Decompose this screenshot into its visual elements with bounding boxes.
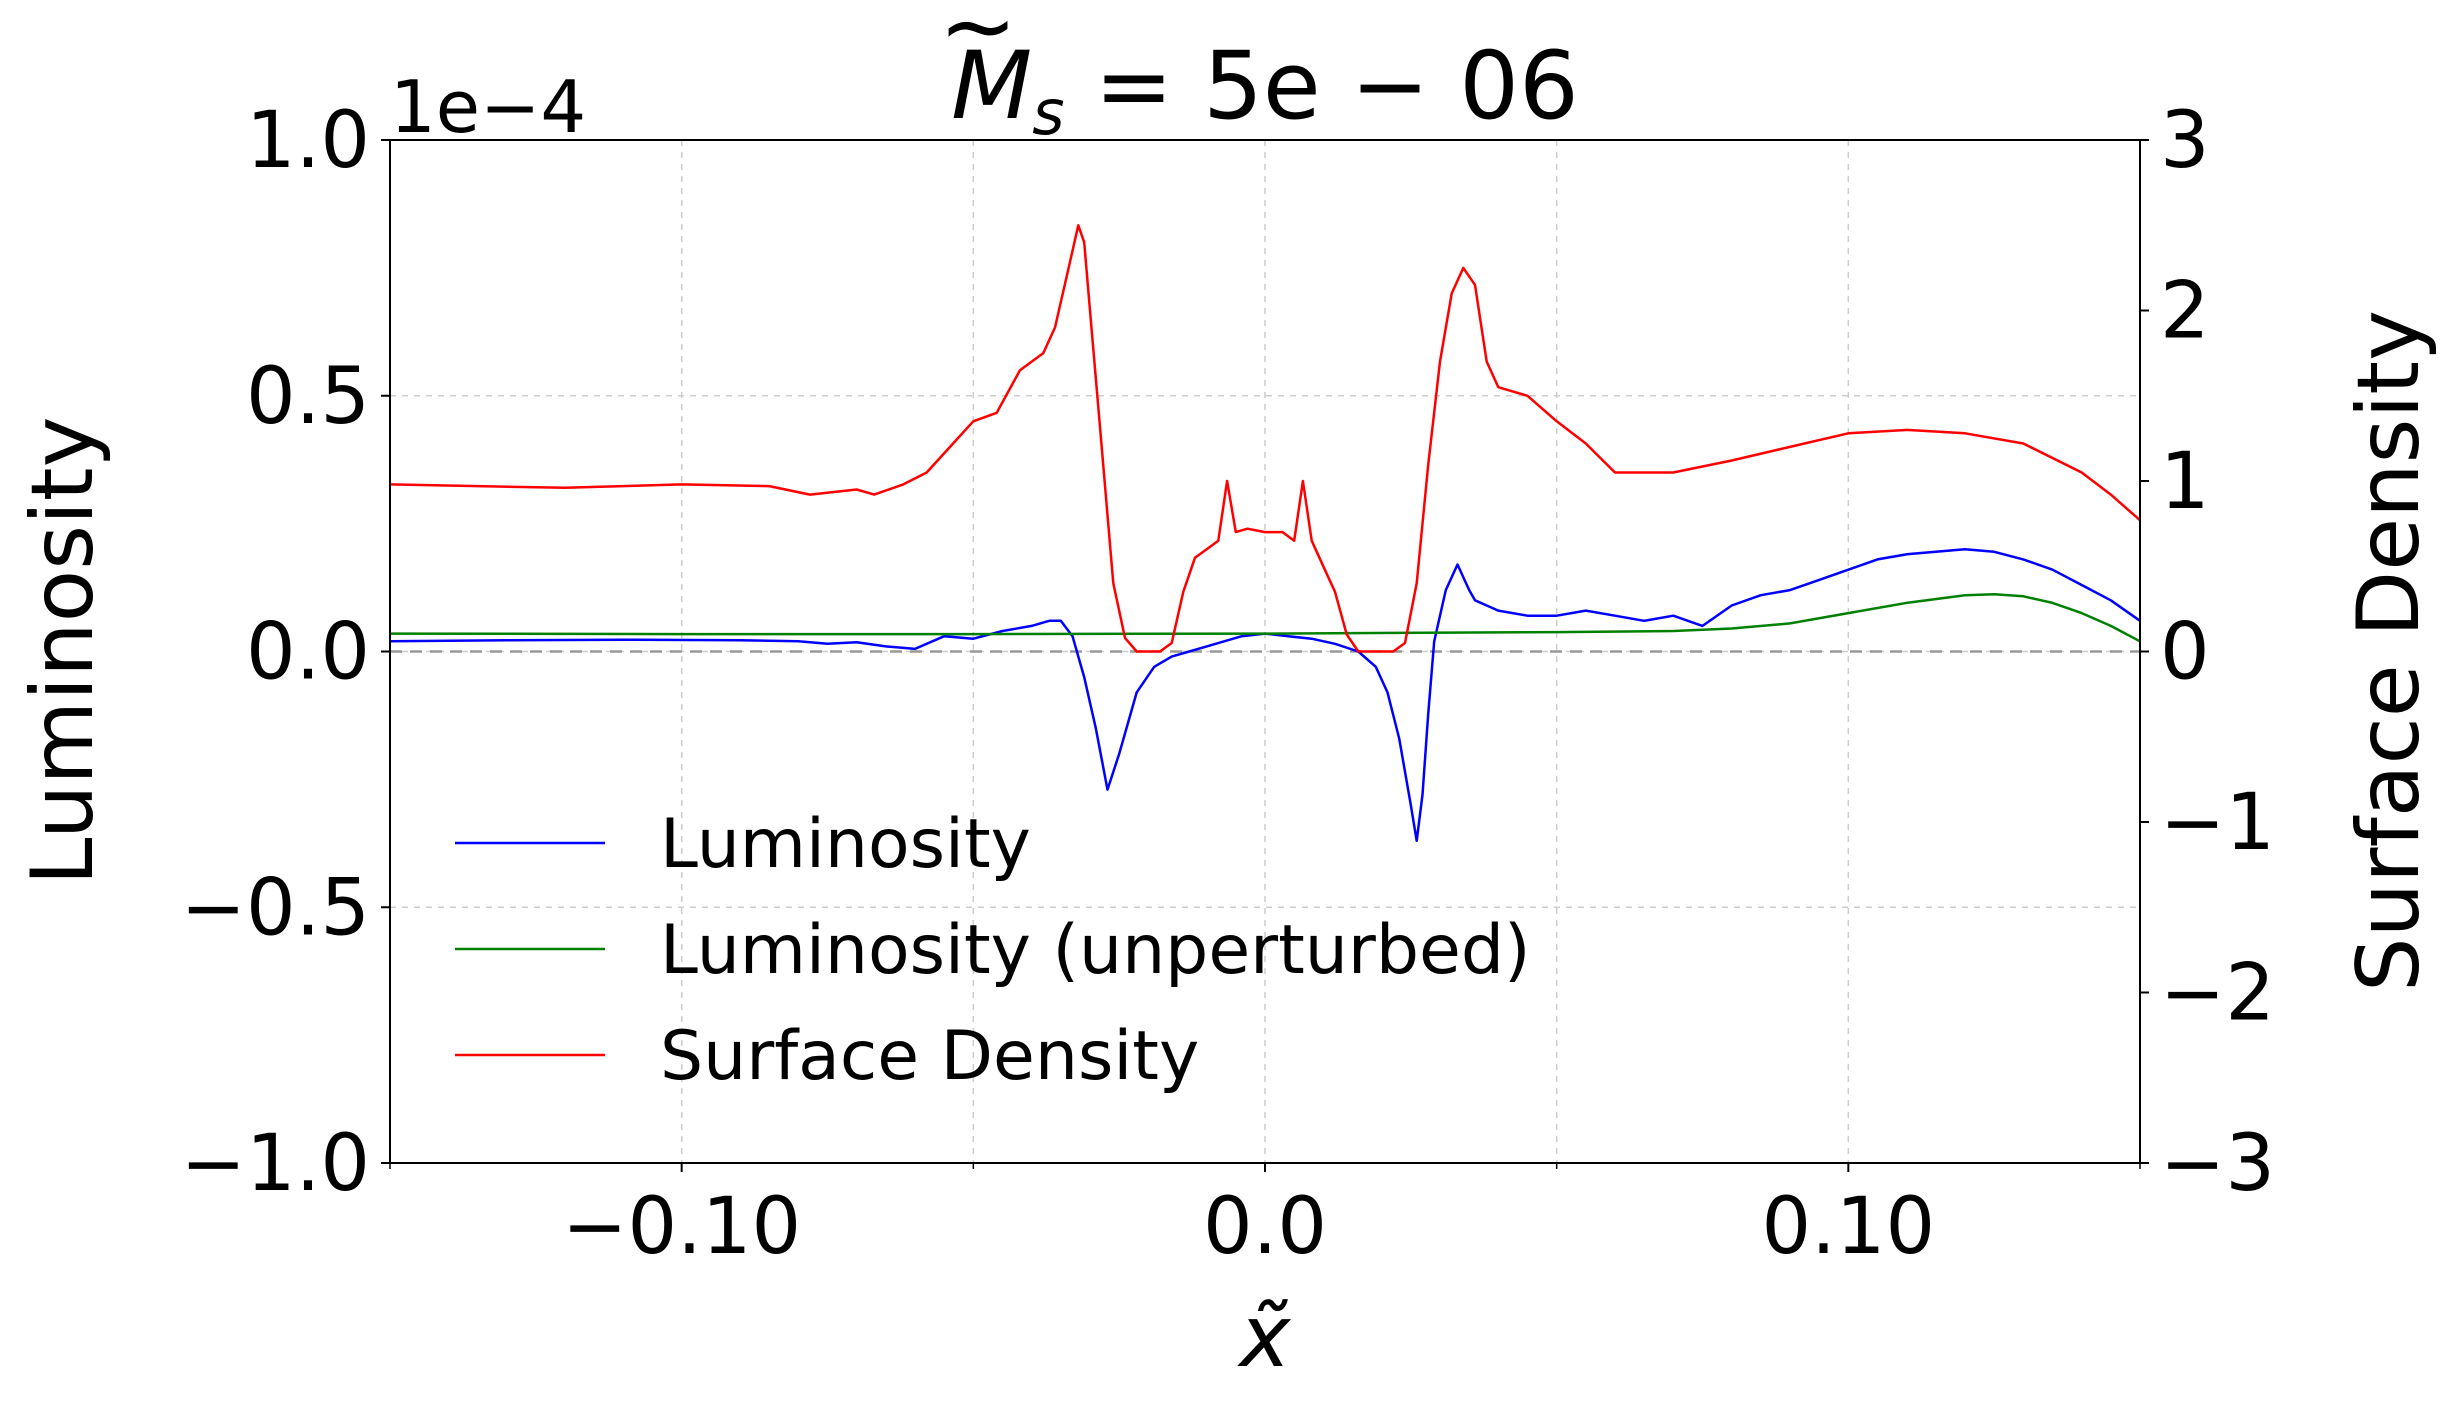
y-right-tick-label: 1 (2160, 437, 2210, 527)
y-right-tick-label: −1 (2160, 778, 2275, 868)
y-left-tick-label: −0.5 (181, 863, 370, 953)
left-axis-label: Luminosity (13, 416, 113, 885)
title-tilde: ~ (939, 0, 1018, 81)
series-line-1 (389, 592, 2141, 643)
title-symbol: M (951, 32, 1032, 141)
x-axis-label: x̃ (1237, 1287, 1292, 1387)
y-left-tick-label: 0.0 (246, 608, 370, 698)
y-right-tick-label: −2 (2160, 949, 2275, 1039)
legend-label-1: Luminosity (unperturbed) (660, 911, 1531, 990)
y-right-tick-label: 2 (2160, 267, 2210, 357)
title-subscript: s (1032, 76, 1064, 149)
labels-layer: Ms = 5e − 06 ~ 1e−4 Luminosity Surface D… (13, 0, 2439, 1387)
series-line-2 (389, 224, 2141, 653)
series-layer (389, 224, 2141, 843)
title-rest: = 5e − 06 (1065, 32, 1579, 141)
x-tick-label: 0.0 (1203, 1182, 1327, 1272)
y-right-tick-label: −3 (2160, 1119, 2275, 1209)
series-line-0 (389, 547, 2141, 843)
chart-title: Ms = 5e − 06 (951, 32, 1579, 149)
left-axis-multiplier: 1e−4 (390, 65, 586, 149)
y-left-tick-label: −1.0 (181, 1119, 370, 1209)
right-axis-label: Surface Density (2339, 310, 2439, 992)
legend-label-2: Surface Density (660, 1017, 1199, 1096)
x-tick-label: 0.10 (1761, 1182, 1935, 1272)
y-left-tick-label: 0.5 (246, 352, 370, 442)
y-left-tick-label: 1.0 (246, 96, 370, 186)
legend: Luminosity Luminosity (unperturbed) Surfac… (455, 805, 1531, 1096)
y-right-tick-label: 3 (2160, 96, 2210, 186)
legend-label-0: Luminosity (660, 805, 1031, 884)
y-right-tick-label: 0 (2160, 608, 2210, 698)
ticks-layer: −0.10 0.0 0.10 1.0 0.5 0.0 −0.5 −1.0 3 2 1 0 −1 −2 −3 (181, 96, 2275, 1272)
x-tick-label: −0.10 (562, 1182, 801, 1272)
